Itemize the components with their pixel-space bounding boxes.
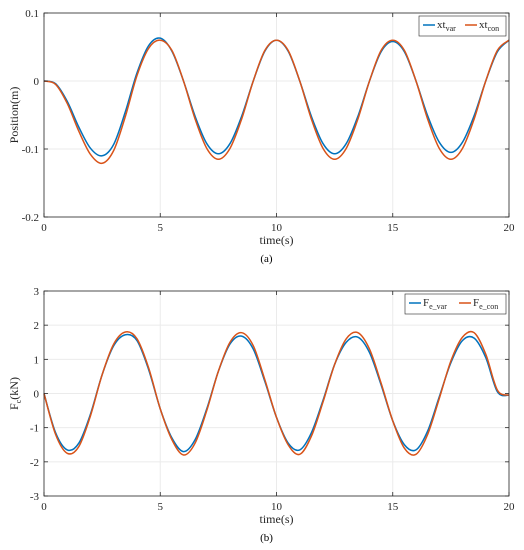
- y-axis-label: Fc(kN): [7, 377, 23, 410]
- chart-panel-b: 0 5 10 15 203210-1-2-3time(s)Fc(kN)(b)Fe_var…: [7, 286, 515, 544]
- x-tick-label: 10: [271, 501, 283, 513]
- legend-box: [404, 293, 507, 315]
- x-tick-label: 20: [504, 222, 516, 234]
- x-axis-label: time(s): [260, 233, 294, 247]
- legend: Fe_var Fe_con: [404, 293, 507, 315]
- legend-entry-xt_var: xtvar: [437, 19, 456, 33]
- x-tick-label: 20: [504, 501, 516, 513]
- y-tick-label: -0.2: [22, 212, 39, 224]
- x-tick-label: 5: [158, 222, 164, 234]
- y-tick-label: -2: [30, 457, 39, 469]
- x-tick-label: 5: [158, 501, 164, 513]
- y-tick-label: 1: [34, 354, 40, 366]
- legend-entry-F_e_var: Fe_var: [423, 297, 447, 311]
- x-tick-label: 0: [41, 501, 47, 513]
- x-tick-label: 15: [387, 501, 399, 513]
- series-line-F_e_con: [43, 330, 510, 456]
- x-tick-label: 10: [271, 222, 283, 234]
- x-axis-label: time(s): [260, 512, 294, 526]
- figure-caption: (a): [260, 253, 273, 265]
- y-tick-label: 0: [34, 76, 40, 88]
- y-tick-label: 3: [34, 286, 40, 298]
- legend-entry-xt_con: xtcon: [479, 19, 499, 33]
- legend-box: [418, 15, 507, 37]
- y-tick-label: -1: [30, 423, 39, 435]
- x-tick-label: 0: [41, 222, 47, 234]
- y-tick-label: -0.1: [22, 144, 39, 156]
- y-tick-label: 0.1: [25, 8, 39, 20]
- series-line-xt_con: [43, 39, 510, 165]
- y-tick-label: 0: [34, 389, 40, 401]
- y-axis-label: Position(m): [7, 87, 21, 144]
- figure-caption: (b): [260, 532, 273, 544]
- legend-entry-F_e_con: Fe_con: [473, 297, 498, 311]
- chart-panel-a: 0 5 10 15 20 0.1 0 -0.1 -0.2 time(s) Position(m) (a…: [7, 8, 515, 265]
- y-tick-label: 2: [34, 320, 40, 332]
- y-tick-label: -3: [30, 491, 40, 503]
- legend: xtvar xtcon: [418, 15, 507, 37]
- x-tick-label: 15: [387, 222, 399, 234]
